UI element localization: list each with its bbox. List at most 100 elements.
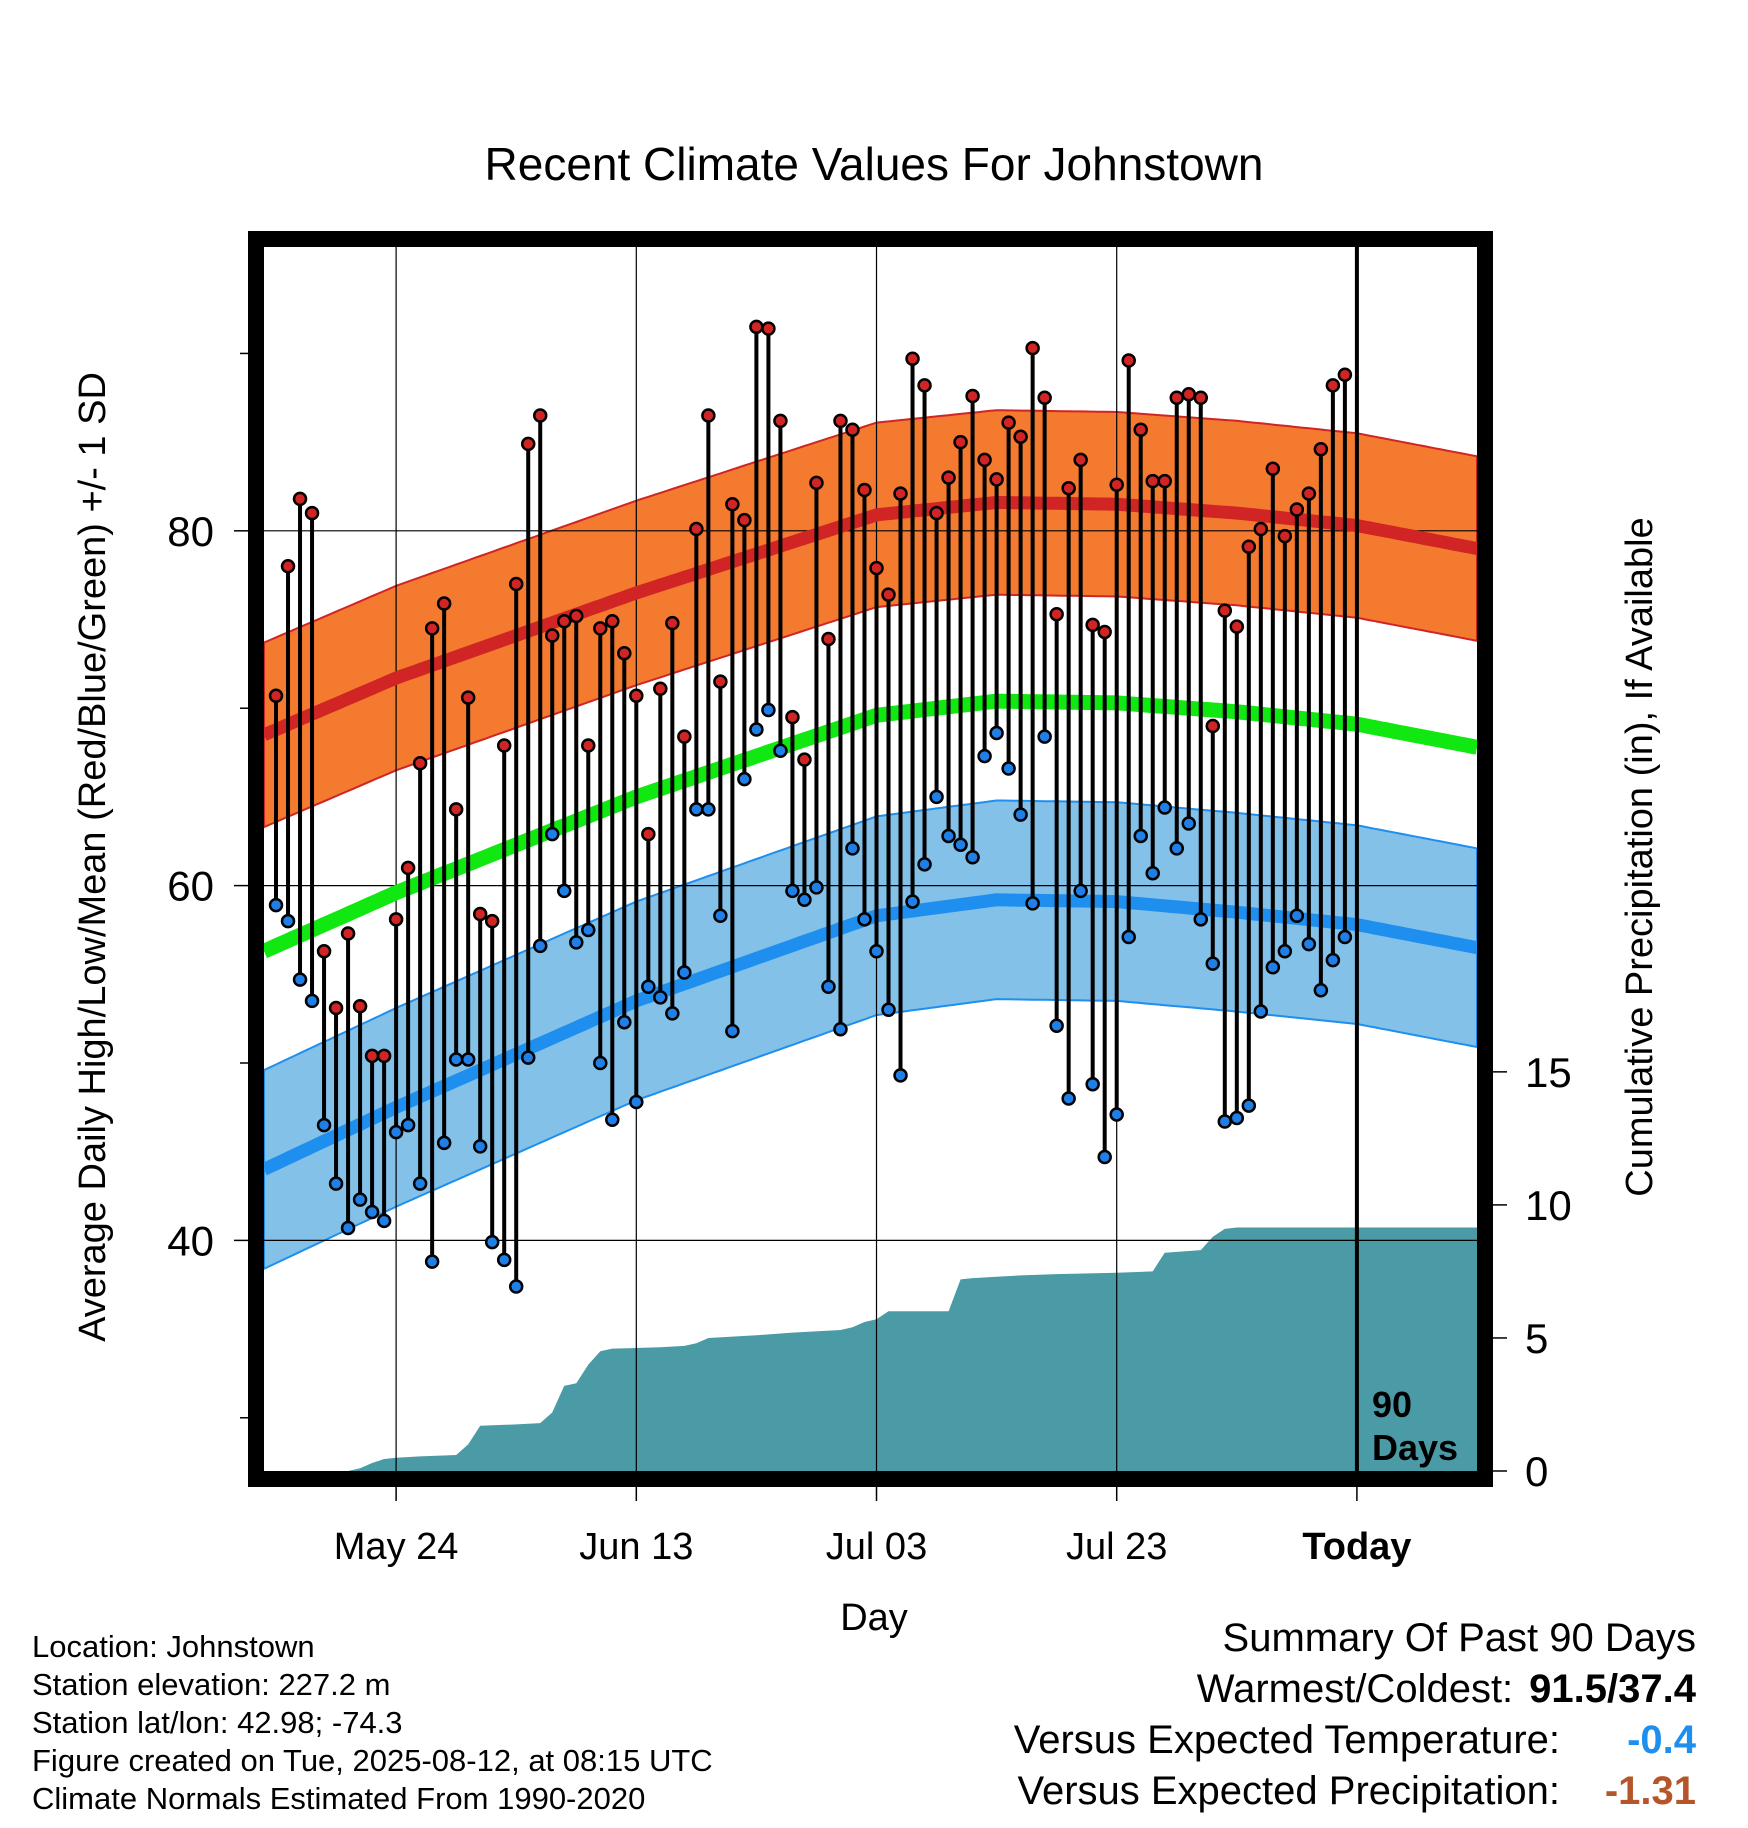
daily-low-point: [821, 979, 836, 994]
daily-high-point: [569, 608, 584, 624]
today-annotation-days: Days: [1372, 1427, 1458, 1468]
daily-low-point: [352, 1192, 368, 1207]
daily-high-point: [665, 615, 680, 631]
precip-anomaly-value: -1.31: [1604, 1769, 1696, 1813]
daily-high-point: [352, 998, 368, 1014]
daily-high-point: [424, 621, 440, 636]
daily-low-point: [1025, 896, 1040, 911]
daily-high-point: [508, 576, 524, 592]
daily-high-point: [941, 470, 956, 485]
temp-anomaly-row: Versus Expected Temperature: -0.4: [796, 1718, 1696, 1769]
daily-high-point: [1085, 617, 1100, 633]
daily-low-point: [412, 1176, 428, 1191]
daily-low-point: [1325, 952, 1341, 968]
daily-high-point: [1109, 477, 1124, 492]
daily-high-point: [316, 943, 332, 959]
daily-high-point: [1013, 429, 1028, 445]
daily-low-point: [1265, 959, 1281, 975]
warmest-coldest-row: Warmest/Coldest: 91.5/37.4: [796, 1667, 1696, 1718]
daily-low-point: [785, 883, 800, 899]
temp-anomaly-value: -0.4: [1627, 1718, 1696, 1762]
warmest-coldest-label: Warmest/Coldest:: [1196, 1667, 1514, 1711]
y-tick-label-left: 60: [167, 863, 214, 910]
daily-low-point: [1097, 1149, 1112, 1165]
daily-high-point: [641, 826, 656, 842]
daily-low-point: [713, 908, 728, 924]
daily-low-point: [1073, 883, 1088, 899]
daily-high-point: [797, 752, 812, 767]
y-axis-left-label: Average Daily High/Low/Mean (Red/Blue/Gr…: [72, 372, 114, 1342]
elevation-text: Station elevation: 227.2 m: [32, 1667, 391, 1702]
daily-low-point: [448, 1052, 464, 1067]
daily-high-point: [472, 906, 488, 922]
daily-high-point: [701, 408, 716, 423]
daily-low-point: [1169, 841, 1185, 856]
daily-low-point: [496, 1252, 512, 1268]
daily-high-point: [292, 491, 308, 507]
daily-high-point: [364, 1048, 380, 1064]
daily-high-point: [713, 674, 728, 689]
daily-high-point: [1061, 481, 1076, 496]
daily-high-point: [1097, 624, 1112, 640]
summary-heading: Summary Of Past 90 Days: [1222, 1616, 1696, 1660]
daily-low-point: [593, 1055, 608, 1071]
daily-high-point: [749, 319, 764, 335]
daily-high-point: [1193, 390, 1209, 406]
daily-high-point: [773, 413, 788, 429]
daily-low-point: [701, 802, 716, 817]
daily-high-point: [953, 434, 968, 450]
daily-low-point: [797, 892, 812, 908]
daily-high-point: [448, 802, 464, 817]
daily-low-point: [1085, 1077, 1100, 1092]
y-tick-label-left: 80: [167, 508, 214, 555]
daily-low-point: [689, 802, 704, 817]
daily-high-point: [965, 388, 980, 404]
daily-low-point: [773, 743, 788, 759]
y-tick-label-right: 10: [1525, 1182, 1572, 1229]
daily-low-point: [1037, 729, 1052, 744]
daily-low-point: [1109, 1107, 1124, 1122]
daily-high-point: [833, 413, 848, 429]
daily-low-point: [364, 1204, 380, 1220]
daily-low-point: [677, 965, 692, 980]
daily-high-point: [1025, 340, 1040, 356]
daily-high-point: [1217, 603, 1233, 618]
daily-low-point: [1121, 929, 1136, 945]
daily-high-point: [917, 378, 932, 393]
daily-high-point: [1265, 461, 1281, 476]
daily-high-point: [1325, 378, 1341, 393]
daily-low-point: [1205, 956, 1221, 971]
x-tick-label: Jun 13: [579, 1526, 693, 1568]
daily-high-point: [376, 1048, 392, 1064]
daily-low-point: [605, 1112, 620, 1128]
daily-high-point: [677, 729, 692, 744]
daily-low-point: [1217, 1114, 1233, 1129]
daily-high-point: [605, 614, 620, 629]
daily-high-point: [328, 1000, 344, 1016]
daily-high-point: [785, 709, 800, 725]
daily-high-point: [1037, 390, 1052, 406]
daily-high-point: [1337, 367, 1353, 382]
daily-low-point: [1061, 1091, 1076, 1106]
daily-high-point: [1205, 718, 1221, 734]
daily-high-point: [977, 452, 992, 468]
daily-low-point: [1049, 1018, 1064, 1033]
daily-high-point: [1253, 521, 1269, 537]
daily-low-point: [400, 1117, 416, 1133]
daily-low-point: [292, 972, 308, 987]
daily-high-point: [460, 690, 476, 705]
temp-anomaly-label: Versus Expected Temperature:: [1013, 1718, 1560, 1762]
daily-high-point: [1049, 606, 1064, 622]
daily-low-point: [424, 1254, 440, 1269]
daily-low-point: [1301, 936, 1317, 952]
x-tick-label: Jul 03: [826, 1526, 927, 1568]
daily-low-point: [460, 1052, 476, 1067]
daily-high-point: [1301, 486, 1317, 501]
daily-high-point: [653, 681, 668, 696]
daily-high-point: [737, 512, 752, 528]
daily-high-point: [821, 631, 836, 647]
daily-low-point: [556, 883, 572, 899]
summary-heading-row: Summary Of Past 90 Days: [796, 1616, 1696, 1667]
warmest-coldest-value: 91.5/37.4: [1529, 1667, 1696, 1711]
